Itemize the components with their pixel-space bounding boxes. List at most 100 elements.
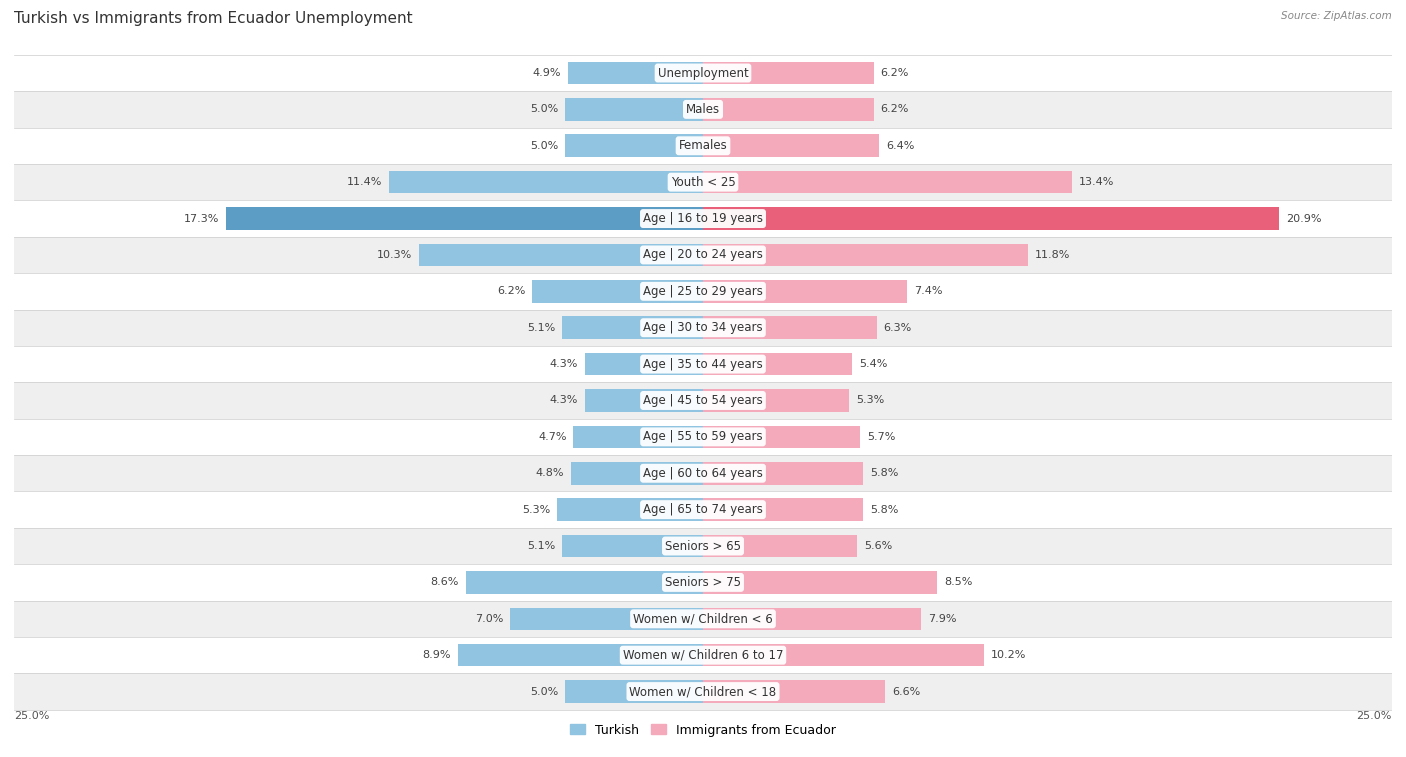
- Bar: [568, 62, 703, 84]
- Text: 4.8%: 4.8%: [536, 469, 564, 478]
- Text: 8.5%: 8.5%: [945, 578, 973, 587]
- Text: 7.4%: 7.4%: [914, 286, 942, 296]
- Bar: [14, 128, 1392, 164]
- Text: 5.8%: 5.8%: [870, 505, 898, 515]
- Text: 6.2%: 6.2%: [880, 68, 910, 78]
- Bar: [703, 98, 875, 120]
- Text: 5.3%: 5.3%: [856, 395, 884, 406]
- Text: 5.1%: 5.1%: [527, 541, 555, 551]
- Text: Youth < 25: Youth < 25: [671, 176, 735, 188]
- Bar: [14, 637, 1392, 674]
- Bar: [703, 681, 884, 702]
- Bar: [226, 207, 703, 230]
- Bar: [703, 135, 879, 157]
- Bar: [14, 346, 1392, 382]
- Text: Age | 55 to 59 years: Age | 55 to 59 years: [643, 431, 763, 444]
- Text: 7.9%: 7.9%: [928, 614, 956, 624]
- Text: Seniors > 75: Seniors > 75: [665, 576, 741, 589]
- Text: 5.1%: 5.1%: [527, 322, 555, 333]
- Bar: [565, 135, 703, 157]
- Bar: [562, 534, 703, 557]
- Bar: [703, 571, 938, 593]
- Text: Age | 25 to 29 years: Age | 25 to 29 years: [643, 285, 763, 298]
- Bar: [574, 425, 703, 448]
- Bar: [510, 608, 703, 630]
- Bar: [14, 237, 1392, 273]
- Bar: [465, 571, 703, 593]
- Text: 4.9%: 4.9%: [533, 68, 561, 78]
- Text: Age | 60 to 64 years: Age | 60 to 64 years: [643, 467, 763, 480]
- Text: 13.4%: 13.4%: [1080, 177, 1115, 187]
- Text: 5.8%: 5.8%: [870, 469, 898, 478]
- Text: 5.7%: 5.7%: [868, 431, 896, 442]
- Text: 11.4%: 11.4%: [346, 177, 382, 187]
- Text: Age | 16 to 19 years: Age | 16 to 19 years: [643, 212, 763, 225]
- Bar: [14, 55, 1392, 91]
- Bar: [703, 534, 858, 557]
- Bar: [389, 171, 703, 194]
- Bar: [14, 419, 1392, 455]
- Text: Seniors > 65: Seniors > 65: [665, 540, 741, 553]
- Text: 8.9%: 8.9%: [422, 650, 451, 660]
- Text: 5.0%: 5.0%: [530, 687, 558, 696]
- Text: 4.7%: 4.7%: [538, 431, 567, 442]
- Bar: [703, 462, 863, 484]
- Bar: [703, 608, 921, 630]
- Text: 5.6%: 5.6%: [865, 541, 893, 551]
- Bar: [562, 316, 703, 339]
- Bar: [703, 644, 984, 666]
- Text: 7.0%: 7.0%: [475, 614, 503, 624]
- Text: 6.4%: 6.4%: [886, 141, 915, 151]
- Text: 6.2%: 6.2%: [880, 104, 910, 114]
- Bar: [14, 273, 1392, 310]
- Bar: [703, 244, 1028, 266]
- Text: Women w/ Children < 18: Women w/ Children < 18: [630, 685, 776, 698]
- Text: 6.6%: 6.6%: [891, 687, 920, 696]
- Text: Age | 30 to 34 years: Age | 30 to 34 years: [643, 321, 763, 334]
- Text: Women w/ Children < 6: Women w/ Children < 6: [633, 612, 773, 625]
- Bar: [557, 498, 703, 521]
- Bar: [703, 353, 852, 375]
- Text: 4.3%: 4.3%: [550, 395, 578, 406]
- Text: 25.0%: 25.0%: [1357, 711, 1392, 721]
- Text: 6.3%: 6.3%: [883, 322, 911, 333]
- Bar: [565, 98, 703, 120]
- Text: Age | 20 to 24 years: Age | 20 to 24 years: [643, 248, 763, 261]
- Bar: [565, 681, 703, 702]
- Text: 5.0%: 5.0%: [530, 141, 558, 151]
- Bar: [703, 389, 849, 412]
- Text: 20.9%: 20.9%: [1286, 213, 1322, 223]
- Text: Unemployment: Unemployment: [658, 67, 748, 79]
- Bar: [458, 644, 703, 666]
- Bar: [585, 353, 703, 375]
- Bar: [703, 498, 863, 521]
- Bar: [703, 316, 876, 339]
- Text: Age | 35 to 44 years: Age | 35 to 44 years: [643, 357, 763, 371]
- Text: 6.2%: 6.2%: [496, 286, 526, 296]
- Text: 5.4%: 5.4%: [859, 359, 887, 369]
- Text: Source: ZipAtlas.com: Source: ZipAtlas.com: [1281, 11, 1392, 21]
- Text: 5.0%: 5.0%: [530, 104, 558, 114]
- Text: 5.3%: 5.3%: [522, 505, 550, 515]
- Bar: [571, 462, 703, 484]
- Bar: [14, 564, 1392, 600]
- Text: Women w/ Children 6 to 17: Women w/ Children 6 to 17: [623, 649, 783, 662]
- Text: Females: Females: [679, 139, 727, 152]
- Bar: [419, 244, 703, 266]
- Bar: [14, 310, 1392, 346]
- Bar: [703, 171, 1073, 194]
- Text: Turkish vs Immigrants from Ecuador Unemployment: Turkish vs Immigrants from Ecuador Unemp…: [14, 11, 413, 26]
- Bar: [14, 164, 1392, 201]
- Text: 8.6%: 8.6%: [430, 578, 460, 587]
- Bar: [14, 201, 1392, 237]
- Bar: [14, 91, 1392, 128]
- Text: Age | 65 to 74 years: Age | 65 to 74 years: [643, 503, 763, 516]
- Text: Males: Males: [686, 103, 720, 116]
- Bar: [703, 207, 1279, 230]
- Legend: Turkish, Immigrants from Ecuador: Turkish, Immigrants from Ecuador: [565, 718, 841, 742]
- Bar: [14, 455, 1392, 491]
- Bar: [703, 62, 875, 84]
- Bar: [585, 389, 703, 412]
- Bar: [14, 674, 1392, 710]
- Bar: [14, 528, 1392, 564]
